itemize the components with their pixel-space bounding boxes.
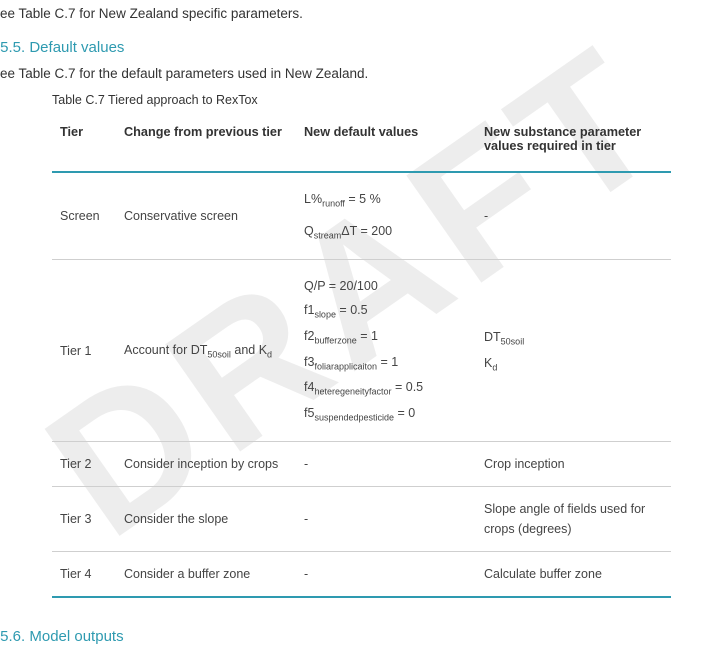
eq-text: f3 bbox=[304, 355, 314, 369]
cell-change: Conservative screen bbox=[116, 172, 296, 259]
cell-tier: Screen bbox=[52, 172, 116, 259]
cell-defaults: - bbox=[296, 487, 476, 552]
eq-sub: bufferzone bbox=[314, 335, 356, 345]
eq-text: Q bbox=[304, 224, 314, 238]
cell-tier: Tier 2 bbox=[52, 442, 116, 487]
table-row: Tier 2 Consider inception by crops - Cro… bbox=[52, 442, 671, 487]
eq-sub: heteregeneityfactor bbox=[314, 387, 391, 397]
eq-text: Account for DT bbox=[124, 343, 207, 357]
eq-text: = 0.5 bbox=[336, 303, 368, 317]
eq-sub: foliarapplicaiton bbox=[314, 361, 377, 371]
table-row: Tier 4 Consider a buffer zone - Calculat… bbox=[52, 552, 671, 598]
table-header-row: Tier Change from previous tier New defau… bbox=[52, 115, 671, 172]
eq-text: = 5 % bbox=[345, 192, 381, 206]
table-row: Tier 3 Consider the slope - Slope angle … bbox=[52, 487, 671, 552]
cell-tier: Tier 3 bbox=[52, 487, 116, 552]
cell-subst: DT50soil Kd bbox=[476, 259, 671, 441]
table-row: Tier 1 Account for DT50soil and Kd Q/P =… bbox=[52, 259, 671, 441]
eq-text: DT bbox=[484, 330, 501, 344]
eq-text: ΔT = 200 bbox=[341, 224, 392, 238]
cell-subst: Crop inception bbox=[476, 442, 671, 487]
cell-defaults: - bbox=[296, 552, 476, 598]
cell-subst: Calculate buffer zone bbox=[476, 552, 671, 598]
section-heading-5-5: .5.5. Default values bbox=[0, 39, 711, 56]
eq-sub: suspendedpesticide bbox=[314, 413, 394, 423]
page-content: ee Table C.7 for New Zealand specific pa… bbox=[0, 6, 711, 645]
th-subst: New substance parameter values required … bbox=[476, 115, 671, 172]
eq-sub: runoff bbox=[322, 199, 345, 209]
eq-text: f4 bbox=[304, 380, 314, 394]
eq-sub: 50soil bbox=[207, 349, 231, 359]
eq-text: f5 bbox=[304, 406, 314, 420]
cell-defaults: Q/P = 20/100 f1slope = 0.5 f2bufferzone … bbox=[296, 259, 476, 441]
eq-text: = 0 bbox=[394, 406, 415, 420]
th-change: Change from previous tier bbox=[116, 115, 296, 172]
eq-text: = 0.5 bbox=[392, 380, 424, 394]
table-caption: Table C.7 Tiered approach to RexTox bbox=[52, 93, 671, 107]
eq-sub: slope bbox=[314, 309, 336, 319]
eq-text: f1 bbox=[304, 303, 314, 317]
eq-sub: stream bbox=[314, 230, 342, 240]
eq-text: L% bbox=[304, 192, 322, 206]
eq-sub: d bbox=[267, 349, 272, 359]
cell-tier: Tier 4 bbox=[52, 552, 116, 598]
eq-text: = 1 bbox=[377, 355, 398, 369]
cell-defaults: L%runoff = 5 % QstreamΔT = 200 bbox=[296, 172, 476, 259]
eq-text: = 1 bbox=[357, 329, 378, 343]
eq-text: Q/P = 20/100 bbox=[304, 276, 468, 296]
cell-defaults: - bbox=[296, 442, 476, 487]
intro-paragraph-1: ee Table C.7 for New Zealand specific pa… bbox=[0, 6, 711, 21]
section-heading-5-6: .5.6. Model outputs bbox=[0, 628, 711, 645]
eq-sub: 50soil bbox=[501, 336, 525, 346]
table-row: Screen Conservative screen L%runoff = 5 … bbox=[52, 172, 671, 259]
cell-subst: Slope angle of fields used for crops (de… bbox=[476, 487, 671, 552]
th-defaults: New default values bbox=[296, 115, 476, 172]
cell-subst: - bbox=[476, 172, 671, 259]
intro-paragraph-2: ee Table C.7 for the default parameters … bbox=[0, 66, 711, 81]
cell-change: Consider inception by crops bbox=[116, 442, 296, 487]
cell-change: Account for DT50soil and Kd bbox=[116, 259, 296, 441]
cell-change: Consider the slope bbox=[116, 487, 296, 552]
rextox-table: Tier Change from previous tier New defau… bbox=[52, 115, 671, 598]
eq-sub: d bbox=[492, 362, 497, 372]
th-tier: Tier bbox=[52, 115, 116, 172]
cell-tier: Tier 1 bbox=[52, 259, 116, 441]
eq-text: and K bbox=[231, 343, 267, 357]
cell-change: Consider a buffer zone bbox=[116, 552, 296, 598]
table-container: Table C.7 Tiered approach to RexTox Tier… bbox=[0, 93, 711, 598]
eq-text: f2 bbox=[304, 329, 314, 343]
